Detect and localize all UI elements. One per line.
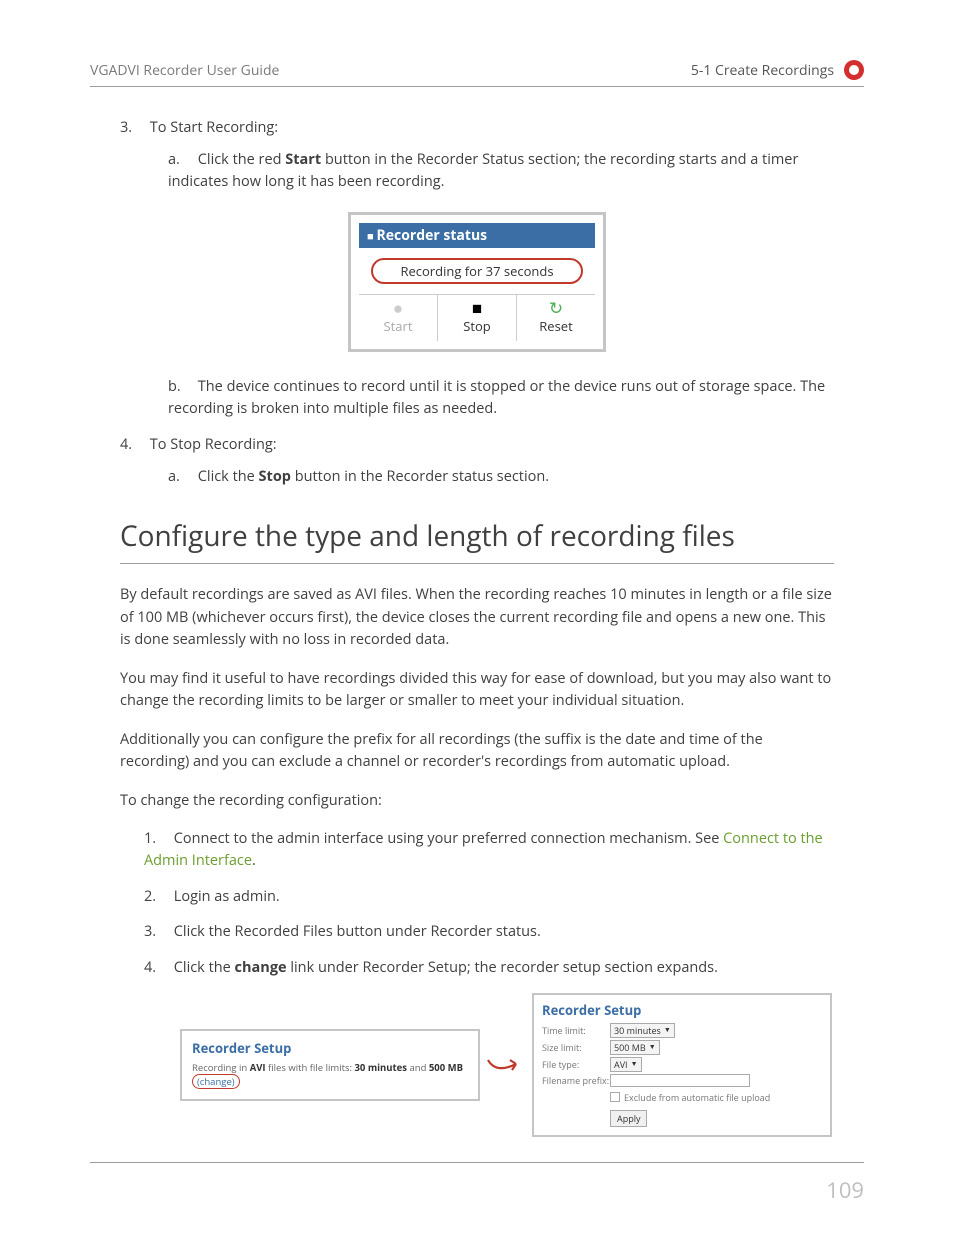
page-header: VGADVI Recorder User Guide 5-1 Create Re… xyxy=(90,60,864,87)
setup-format: AVI xyxy=(250,1061,266,1074)
start-label: Start xyxy=(384,317,413,335)
configure-steps: 1. Connect to the admin interface using … xyxy=(120,828,834,979)
recorder-setup-expanded: Recorder Setup Time limit: 30 minutes Si… xyxy=(532,993,832,1137)
step-text: Click the Recorded Files button under Re… xyxy=(174,922,541,941)
start-button[interactable]: ● Start xyxy=(359,295,438,341)
body-paragraph-4: To change the recording configuration: xyxy=(120,790,834,812)
substep-text-post: button in the Recorder status section. xyxy=(291,467,549,486)
header-left-title: VGADVI Recorder User Guide xyxy=(90,61,279,80)
setup-mid: files with file limits: xyxy=(266,1061,355,1074)
step-3: 3. To Start Recording: a. Click the red … xyxy=(120,117,834,192)
step-3a: a. Click the red Start button in the Rec… xyxy=(168,149,834,193)
step-3-cont: b. The device continues to record until … xyxy=(120,376,834,420)
recorder-setup-screenshots: Recorder Setup Recording in AVI files wi… xyxy=(180,993,834,1137)
time-limit-label: Time limit: xyxy=(542,1024,610,1037)
setup-title: Recorder Setup xyxy=(192,1039,468,1057)
exclude-label: Exclude from automatic file upload xyxy=(624,1091,770,1104)
record-icon: ● xyxy=(359,299,437,316)
step-text-post: link under Recorder Setup; the recorder … xyxy=(287,958,718,977)
setup-title: Recorder Setup xyxy=(542,1001,822,1019)
change-link[interactable]: (change) xyxy=(192,1074,240,1089)
recorder-status-panel: Recorder status Recording for 37 seconds… xyxy=(348,212,606,352)
file-type-row: File type: AVI xyxy=(542,1057,822,1072)
step-title: To Start Recording: xyxy=(150,118,278,137)
setup-summary: Recording in AVI files with file limits:… xyxy=(192,1061,468,1089)
body-paragraph-3: Additionally you can configure the prefi… xyxy=(120,729,834,774)
step-3-substeps: a. Click the red Start button in the Rec… xyxy=(120,149,834,193)
recorder-status-text: Recording for 37 seconds xyxy=(371,258,583,284)
section-heading: Configure the type and length of recordi… xyxy=(120,517,834,564)
step-bold: change xyxy=(235,958,287,977)
time-limit-select[interactable]: 30 minutes xyxy=(610,1023,675,1038)
substep-letter: b. xyxy=(168,376,194,398)
step-number: 1. xyxy=(144,828,170,850)
brand-logo-icon xyxy=(844,60,864,80)
step-text: Login as admin. xyxy=(174,887,280,906)
recorder-status-title: Recorder status xyxy=(359,223,595,248)
apply-button[interactable]: Apply xyxy=(610,1110,647,1127)
substep-text-pre: Click the xyxy=(198,467,259,486)
step-number: 3. xyxy=(144,921,170,943)
substep-bold: Start xyxy=(285,150,321,169)
substep-bold: Stop xyxy=(259,467,291,486)
step-4-substeps: a. Click the Stop button in the Recorder… xyxy=(120,466,834,488)
exclude-row: Exclude from automatic file upload xyxy=(610,1091,822,1104)
recorder-status-buttons: ● Start ■ Stop ↻ Reset xyxy=(359,294,595,341)
page-number: 109 xyxy=(826,1175,864,1205)
substep-text-pre: Click the red xyxy=(198,150,285,169)
setup-size: 500 MB xyxy=(429,1061,463,1074)
stop-label: Stop xyxy=(463,317,491,335)
substep-letter: a. xyxy=(168,466,194,488)
main-content: 3. To Start Recording: a. Click the red … xyxy=(90,117,864,1137)
file-type-select[interactable]: AVI xyxy=(610,1057,642,1072)
filename-prefix-label: Filename prefix: xyxy=(542,1074,610,1087)
step-3-substeps-cont: b. The device continues to record until … xyxy=(120,376,834,420)
filename-prefix-input[interactable] xyxy=(610,1074,750,1087)
reset-icon: ↻ xyxy=(517,299,595,316)
step-number: 4. xyxy=(120,434,146,456)
exclude-checkbox[interactable] xyxy=(610,1092,620,1102)
body-paragraph-1: By default recordings are saved as AVI f… xyxy=(120,584,834,651)
stop-icon: ■ xyxy=(438,299,516,316)
arrow-icon xyxy=(486,1050,526,1080)
filename-prefix-row: Filename prefix: xyxy=(542,1074,822,1087)
step-3b: b. The device continues to record until … xyxy=(168,376,834,420)
setup-pre: Recording in xyxy=(192,1061,250,1074)
recorder-setup-collapsed: Recorder Setup Recording in AVI files wi… xyxy=(180,1029,480,1101)
body-paragraph-2: You may find it useful to have recording… xyxy=(120,668,834,713)
procedure-list-top: 3. To Start Recording: a. Click the red … xyxy=(120,117,834,192)
step-number: 4. xyxy=(144,957,170,979)
step-text-pre: Connect to the admin interface using you… xyxy=(174,829,723,848)
procedure-list-cont: b. The device continues to record until … xyxy=(120,376,834,487)
setup-time: 30 minutes xyxy=(354,1061,407,1074)
config-step-1: 1. Connect to the admin interface using … xyxy=(144,828,834,872)
setup-and: and xyxy=(407,1061,429,1074)
reset-label: Reset xyxy=(539,317,572,335)
config-step-2: 2. Login as admin. xyxy=(144,886,834,908)
substep-text: The device continues to record until it … xyxy=(168,377,825,418)
step-text-pre: Click the xyxy=(174,958,235,977)
header-right-group: 5-1 Create Recordings xyxy=(691,60,864,80)
config-step-3: 3. Click the Recorded Files button under… xyxy=(144,921,834,943)
time-limit-row: Time limit: 30 minutes xyxy=(542,1023,822,1038)
step-text-post: . xyxy=(252,851,256,870)
reset-button[interactable]: ↻ Reset xyxy=(517,295,595,341)
config-step-4: 4. Click the change link under Recorder … xyxy=(144,957,834,979)
step-number: 3. xyxy=(120,117,146,139)
footer-divider xyxy=(90,1162,864,1163)
substep-letter: a. xyxy=(168,149,194,171)
apply-row: Apply xyxy=(610,1106,822,1127)
step-4a: a. Click the Stop button in the Recorder… xyxy=(168,466,834,488)
step-title: To Stop Recording: xyxy=(150,435,277,454)
step-4: 4. To Stop Recording: a. Click the Stop … xyxy=(120,434,834,488)
file-type-label: File type: xyxy=(542,1058,610,1071)
step-number: 2. xyxy=(144,886,170,908)
size-limit-label: Size limit: xyxy=(542,1041,610,1054)
size-limit-row: Size limit: 500 MB xyxy=(542,1040,822,1055)
stop-button[interactable]: ■ Stop xyxy=(438,295,517,341)
header-section-label: 5-1 Create Recordings xyxy=(691,61,834,80)
size-limit-select[interactable]: 500 MB xyxy=(610,1040,660,1055)
